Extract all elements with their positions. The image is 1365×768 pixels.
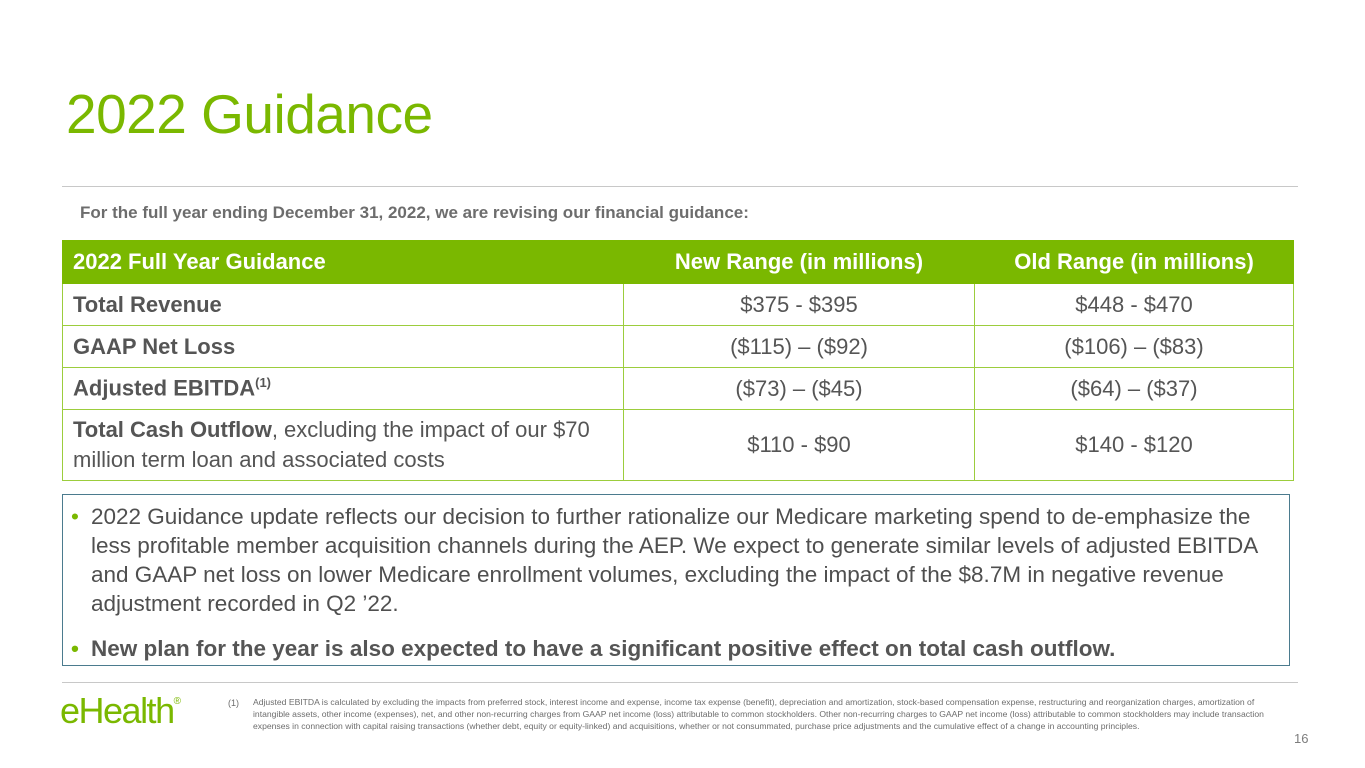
bullet-text: 2022 Guidance update reflects our decisi… xyxy=(91,504,1258,616)
row-old-range: ($106) – ($83) xyxy=(974,325,1294,368)
bullet-dot-icon: • xyxy=(71,636,79,661)
row-label-rest: , excluding the impact of our $70 millio… xyxy=(73,417,590,472)
row-label-bold: Total Revenue xyxy=(73,291,222,317)
guidance-table: 2022 Full Year Guidance New Range (in mi… xyxy=(62,240,1294,481)
row-label-bold: Total Cash Outflow xyxy=(73,417,272,442)
row-old-range: ($64) – ($37) xyxy=(974,367,1294,410)
footnote-ref: (1) xyxy=(255,375,272,391)
row-label-bold: Adjusted EBITDA xyxy=(73,375,256,401)
table-row: Adjusted EBITDA(1) ($73) – ($45) ($64) –… xyxy=(62,367,1294,410)
row-label: Total Cash Outflow, excluding the impact… xyxy=(62,409,624,481)
row-label: GAAP Net Loss xyxy=(62,325,624,368)
footnote-marker: (1) xyxy=(228,698,239,708)
table-row: Total Cash Outflow, excluding the impact… xyxy=(62,409,1294,481)
bullet-text: New plan for the year is also expected t… xyxy=(91,636,1116,661)
table-row: GAAP Net Loss ($115) – ($92) ($106) – ($… xyxy=(62,325,1294,368)
row-old-range: $448 - $470 xyxy=(974,283,1294,326)
top-divider xyxy=(62,186,1298,187)
page-number: 16 xyxy=(1294,731,1309,746)
bottom-divider xyxy=(62,682,1298,683)
row-new-range: $110 - $90 xyxy=(623,409,975,481)
subtitle: For the full year ending December 31, 20… xyxy=(80,203,749,222)
header-old-range: Old Range (in millions) xyxy=(974,240,1294,284)
logo-text: eHealth xyxy=(60,690,175,731)
row-label: Adjusted EBITDA(1) xyxy=(62,367,624,410)
row-label: Total Revenue xyxy=(62,283,624,326)
footnote-text: Adjusted EBITDA is calculated by excludi… xyxy=(253,697,1264,731)
row-label-bold: GAAP Net Loss xyxy=(73,333,236,359)
table-header-row: 2022 Full Year Guidance New Range (in mi… xyxy=(62,240,1294,284)
commentary-box: • 2022 Guidance update reflects our deci… xyxy=(62,494,1290,666)
bullet-dot-icon: • xyxy=(71,504,79,529)
row-new-range: ($73) – ($45) xyxy=(623,367,975,410)
row-new-range: $375 - $395 xyxy=(623,283,975,326)
registered-mark: ® xyxy=(173,696,181,707)
row-new-range: ($115) – ($92) xyxy=(623,325,975,368)
ehealth-logo: eHealth® xyxy=(60,690,181,732)
bullet-item: • New plan for the year is also expected… xyxy=(71,634,1275,663)
bullet-item: • 2022 Guidance update reflects our deci… xyxy=(71,502,1275,618)
header-new-range: New Range (in millions) xyxy=(623,240,975,284)
header-guidance: 2022 Full Year Guidance xyxy=(62,240,624,284)
page-title: 2022 Guidance xyxy=(66,83,433,145)
table-row: Total Revenue $375 - $395 $448 - $470 xyxy=(62,283,1294,326)
row-old-range: $140 - $120 xyxy=(974,409,1294,481)
